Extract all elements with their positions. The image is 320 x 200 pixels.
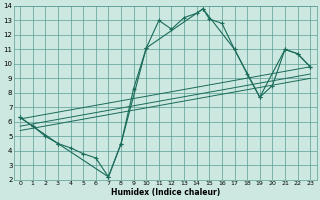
X-axis label: Humidex (Indice chaleur): Humidex (Indice chaleur) xyxy=(111,188,220,197)
